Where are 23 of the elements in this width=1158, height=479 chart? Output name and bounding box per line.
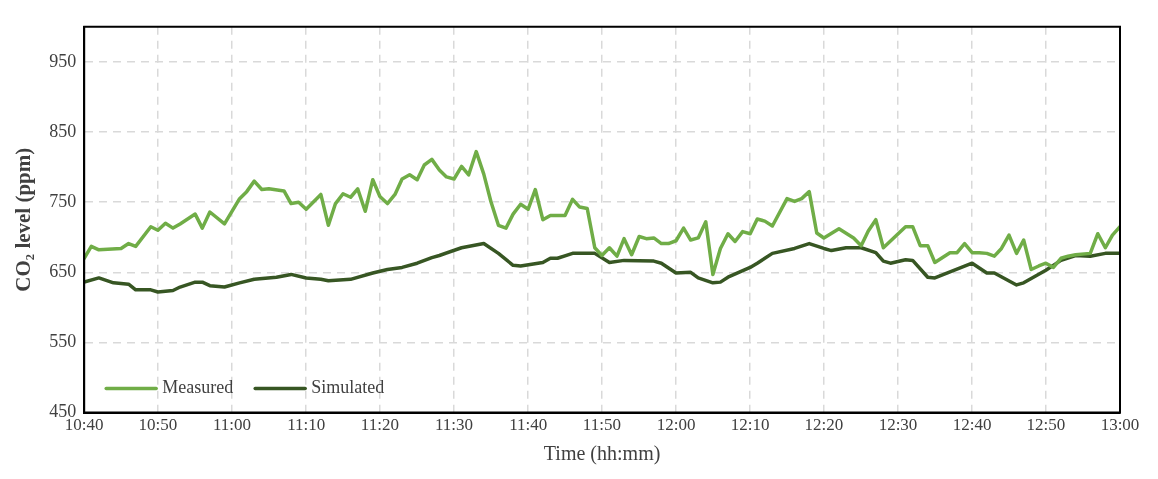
x-tick-label: 12:20 — [804, 415, 844, 435]
y-tick-label: 650 — [49, 261, 77, 282]
y-tick-label: 850 — [49, 120, 77, 141]
x-tick-label: 11:30 — [434, 415, 474, 435]
x-tick-label: 11:20 — [360, 415, 399, 435]
x-tick-label: 11:00 — [213, 415, 252, 435]
x-tick-label: 13:00 — [1100, 415, 1140, 435]
legend-label: Measured — [162, 377, 234, 398]
legend-label: Simulated — [311, 377, 385, 398]
y-tick-label: 750 — [49, 190, 77, 211]
x-tick-label: 12:50 — [1026, 415, 1066, 435]
x-tick-label: 12:30 — [878, 415, 918, 435]
x-tick-label: 12:40 — [952, 415, 992, 435]
x-tick-label: 11:50 — [582, 415, 621, 435]
x-tick-label: 11:40 — [509, 415, 548, 435]
x-tick-label: 12:00 — [656, 415, 696, 435]
y-tick-label: 950 — [49, 50, 77, 71]
y-axis-title: CO₂ level (ppm) — [11, 147, 36, 292]
x-tick-label: 11:10 — [287, 415, 326, 435]
y-tick-label: 550 — [49, 331, 77, 352]
x-tick-label: 12:10 — [730, 415, 770, 435]
x-axis-title: Time (hh:mm) — [543, 442, 661, 466]
x-tick-label: 10:50 — [138, 415, 178, 435]
